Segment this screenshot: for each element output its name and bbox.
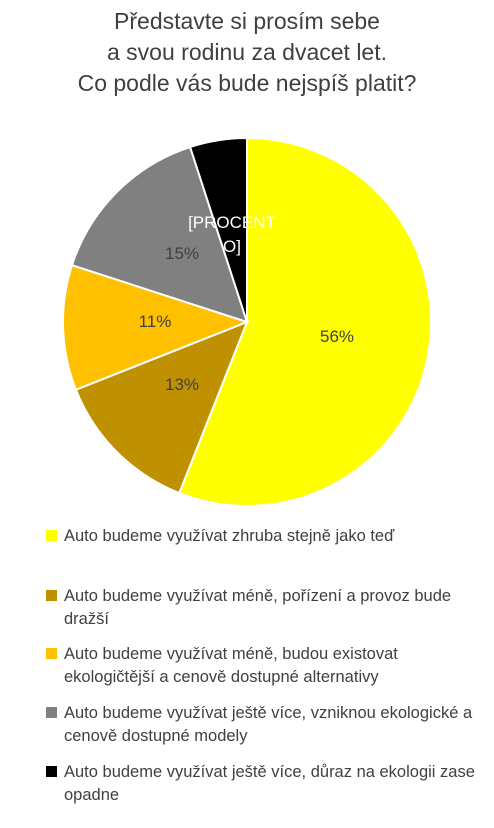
data-label-less-alternatives: 11% [139,312,172,331]
pie-slice-more-ecological [70,145,249,324]
chart-title-line-1: Představte si prosím sebe [114,8,380,34]
legend-label-less-alternatives: Auto budeme využívat méně, budou existov… [64,645,398,686]
legend-label-less-expensive: Auto budeme využívat méně, pořízení a pr… [64,587,452,628]
pie-slice-less-alternatives [62,263,250,392]
pie-slice-less-expensive [74,320,249,495]
legend-label-more-ecological: Auto budeme využívat ještě více, vznikno… [64,704,473,745]
legend-label-more-ecology-fades: Auto budeme využívat ještě více, důraz n… [64,763,475,804]
pie-slice-same [177,136,432,507]
data-label-more-ecological: 15% [165,244,199,263]
data-label-less-expensive: 13% [165,375,199,394]
legend-label-same: Auto budeme využívat zhruba stejně jako … [64,527,395,545]
legend-swatch-same [46,530,57,541]
data-label-more-ecology-fades: [PROCENT O] [188,213,276,256]
chart-title: Představte si prosím sebe a svou rodinu … [0,6,494,99]
pie-slice-more-ecology-fades [188,136,248,323]
pie-chart: 56% 13% 11% 15%[PROCENT O] [62,136,432,507]
legend-swatch-less-alternatives [46,648,57,659]
chart-title-line-2: a svou rodinu za dvacet let. [107,39,387,65]
legend-swatch-more-ecological [46,707,57,718]
legend-swatch-more-ecology-fades [46,766,57,777]
data-label-same: 56% [320,327,354,346]
chart-title-line-3: Co podle vás bude nejspíš platit? [77,70,417,96]
legend-swatch-less-expensive [46,590,57,601]
